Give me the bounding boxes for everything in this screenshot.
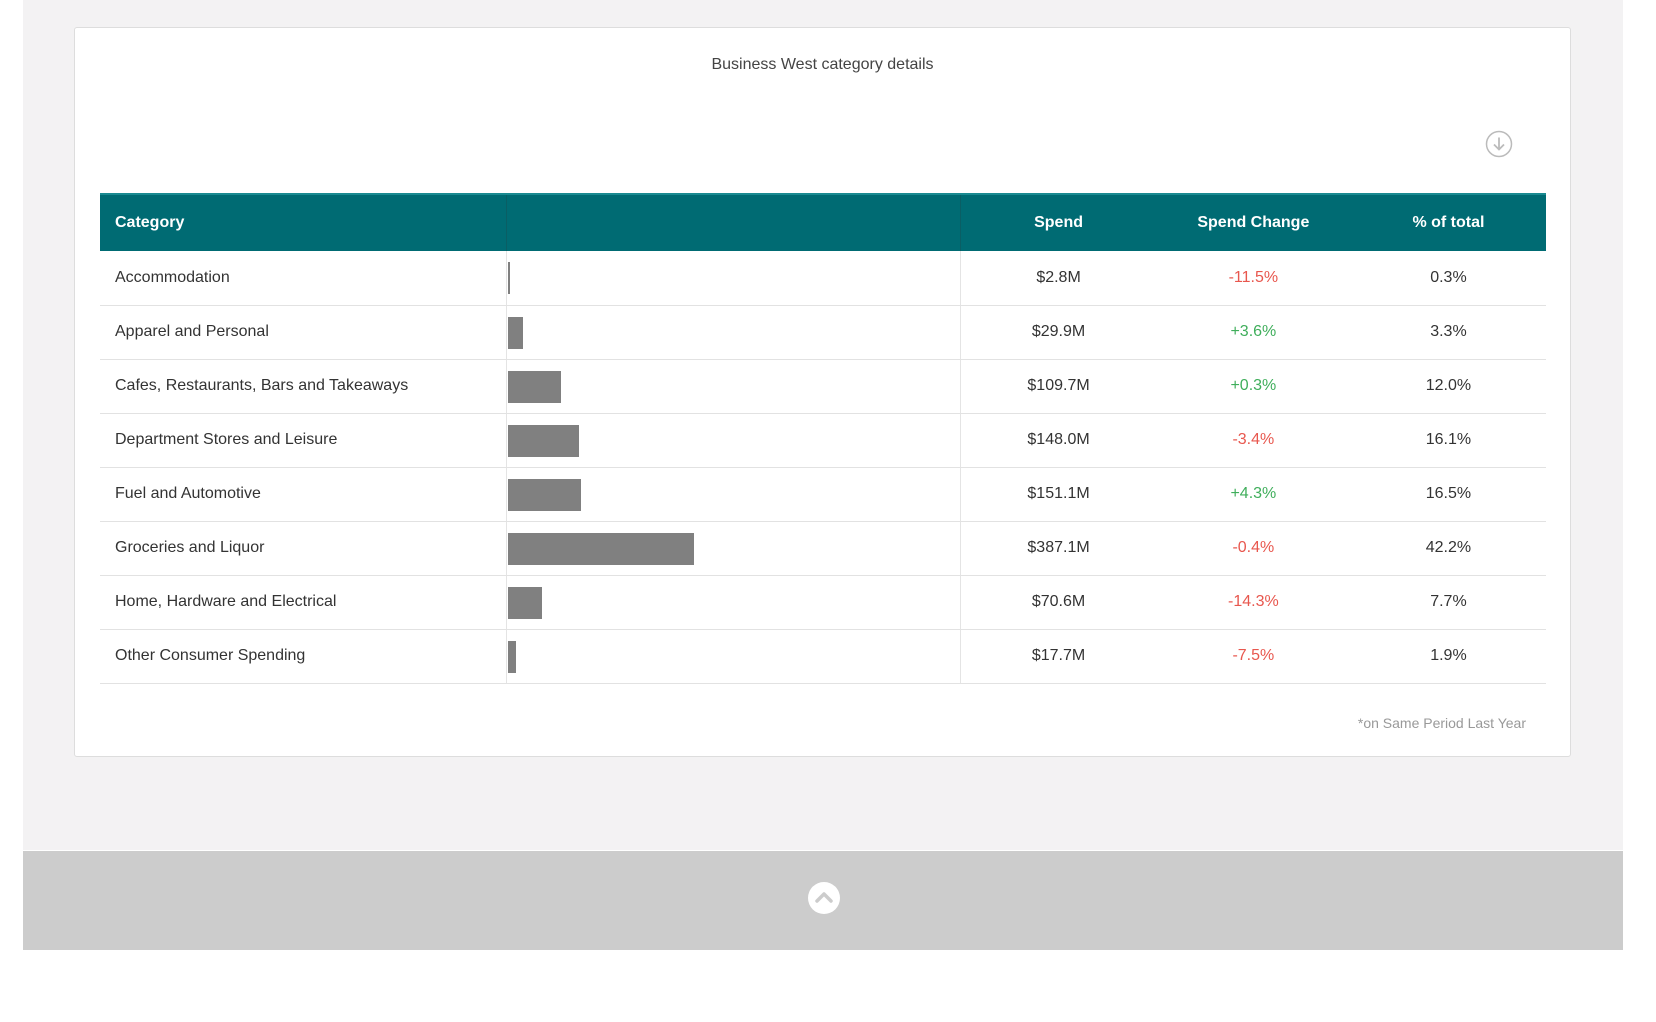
table-row[interactable]: Department Stores and Leisure $148.0M -3.4… — [100, 413, 1546, 468]
table-header-row: Category Spend Spend Change % of total — [100, 193, 1546, 251]
bar-cell — [506, 251, 961, 306]
table-row[interactable]: Other Consumer Spending $17.7M -7.5% 1.9% — [100, 629, 1546, 684]
card-title: Business West category details — [711, 56, 934, 73]
bar-cell — [506, 359, 961, 414]
header-percent-total[interactable]: % of total — [1350, 193, 1546, 251]
bar-cell — [506, 629, 961, 684]
table-body: Accommodation $2.8M -11.5% 0.3% Apparel and … — [100, 251, 1546, 684]
category-details-card: Business West category details Category … — [74, 27, 1571, 757]
table-row[interactable]: Home, Hardware and Electrical $70.6M -14.3… — [100, 575, 1546, 630]
spend-cell: $151.1M — [960, 467, 1156, 522]
bar-cell — [506, 521, 961, 576]
spend-share-bar — [508, 586, 543, 619]
percent-total-cell: 16.1% — [1350, 413, 1546, 468]
spend-share-bar — [508, 370, 562, 403]
spend-cell: $2.8M — [960, 251, 1156, 306]
percent-total-cell: 12.0% — [1350, 359, 1546, 414]
percent-total-cell: 7.7% — [1350, 575, 1546, 630]
bar-cell — [506, 413, 961, 468]
spend-change-cell: +0.3% — [1155, 359, 1351, 414]
spend-share-bar — [508, 316, 524, 349]
spend-change-cell: -14.3% — [1155, 575, 1351, 630]
header-bar — [506, 193, 961, 251]
spend-share-bar — [508, 424, 580, 457]
category-cell: Apparel and Personal — [100, 305, 507, 360]
spend-change-cell: -7.5% — [1155, 629, 1351, 684]
table-row[interactable]: Fuel and Automotive $151.1M +4.3% 16.5% — [100, 467, 1546, 522]
table-row[interactable]: Accommodation $2.8M -11.5% 0.3% — [100, 251, 1546, 306]
bar-cell — [506, 467, 961, 522]
spend-share-bar — [508, 640, 517, 673]
category-cell: Fuel and Automotive — [100, 467, 507, 522]
category-cell: Other Consumer Spending — [100, 629, 507, 684]
category-cell: Groceries and Liquor — [100, 521, 507, 576]
category-cell: Department Stores and Leisure — [100, 413, 507, 468]
spend-cell: $29.9M — [960, 305, 1156, 360]
spend-cell: $17.7M — [960, 629, 1156, 684]
header-category[interactable]: Category — [100, 193, 507, 251]
chevron-up-icon — [815, 892, 833, 903]
spend-share-bar — [508, 532, 695, 565]
spend-cell: $109.7M — [960, 359, 1156, 414]
download-icon[interactable] — [1485, 130, 1513, 158]
spend-cell: $148.0M — [960, 413, 1156, 468]
category-cell: Cafes, Restaurants, Bars and Takeaways — [100, 359, 507, 414]
category-cell: Accommodation — [100, 251, 507, 306]
table-row[interactable]: Cafes, Restaurants, Bars and Takeaways $1… — [100, 359, 1546, 414]
spend-change-cell: -3.4% — [1155, 413, 1351, 468]
table-row[interactable]: Groceries and Liquor $387.1M -0.4% 42.2% — [100, 521, 1546, 576]
spend-cell: $70.6M — [960, 575, 1156, 630]
header-spend-change[interactable]: Spend Change — [1155, 193, 1351, 251]
table-row[interactable]: Apparel and Personal $29.9M +3.6% 3.3% — [100, 305, 1546, 360]
percent-total-cell: 1.9% — [1350, 629, 1546, 684]
footnote: *on Same Period Last Year — [1357, 715, 1526, 731]
spend-change-cell: -0.4% — [1155, 521, 1351, 576]
percent-total-cell: 42.2% — [1350, 521, 1546, 576]
spend-change-cell: -11.5% — [1155, 251, 1351, 306]
category-cell: Home, Hardware and Electrical — [100, 575, 507, 630]
percent-total-cell: 0.3% — [1350, 251, 1546, 306]
category-table: Category Spend Spend Change % of total A… — [100, 193, 1546, 684]
spend-cell: $387.1M — [960, 521, 1156, 576]
header-spend[interactable]: Spend — [960, 193, 1156, 251]
spend-change-cell: +3.6% — [1155, 305, 1351, 360]
spend-share-bar — [508, 478, 582, 511]
scroll-to-top-button[interactable] — [808, 882, 840, 914]
percent-total-cell: 3.3% — [1350, 305, 1546, 360]
spend-share-bar — [508, 262, 511, 294]
bar-cell — [506, 305, 961, 360]
bar-cell — [506, 575, 961, 630]
spend-change-cell: +4.3% — [1155, 467, 1351, 522]
percent-total-cell: 16.5% — [1350, 467, 1546, 522]
